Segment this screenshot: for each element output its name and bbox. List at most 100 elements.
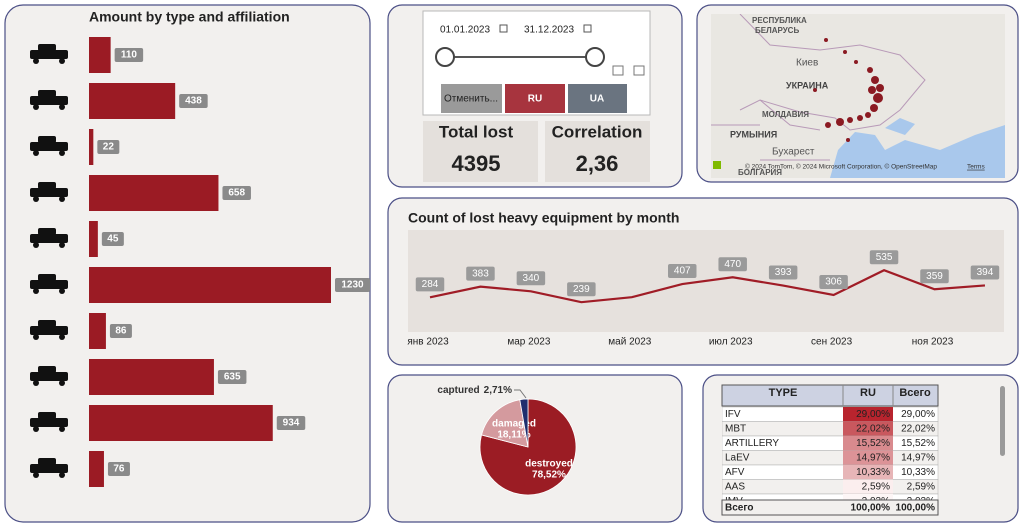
bar — [89, 175, 219, 211]
button-label[interactable]: Отменить... — [444, 94, 498, 105]
value-label-box — [415, 277, 445, 292]
x-tick-label: сен 2023 — [811, 337, 853, 348]
value-label-box — [718, 257, 747, 272]
cell: 15,52% — [901, 438, 935, 449]
icon — [33, 150, 39, 156]
slice-label: captured 2,71% — [437, 385, 512, 396]
slice-name: captured — [437, 385, 479, 396]
cell: 2,59% — [907, 482, 935, 493]
cell: 2,03% — [907, 496, 935, 507]
icon — [33, 288, 39, 294]
heat-cell — [843, 494, 893, 500]
icon — [59, 334, 65, 340]
map-attribution: © 2024 TomTom, © 2024 Microsoft Corporat… — [745, 163, 937, 171]
table-header — [721, 384, 939, 407]
value-label: 359 — [926, 271, 943, 282]
icon — [38, 90, 56, 97]
icon — [38, 182, 56, 189]
icon — [33, 426, 39, 432]
date-to[interactable]: 31.12.2023 — [524, 25, 574, 36]
filter-icon[interactable] — [612, 65, 624, 76]
icon — [33, 242, 39, 248]
x-tick-label: мар 2023 — [507, 337, 550, 348]
value-label-box — [222, 186, 251, 200]
bar — [89, 405, 273, 441]
calendar-icon[interactable] — [583, 24, 592, 33]
icon — [38, 320, 56, 327]
icon — [33, 334, 39, 340]
event-dots — [813, 38, 884, 142]
bar — [89, 221, 98, 257]
value-label: 383 — [472, 268, 489, 279]
value-label-box — [276, 416, 306, 430]
icon — [38, 136, 56, 143]
icon — [30, 234, 68, 243]
icon — [33, 104, 39, 110]
icon — [59, 150, 65, 156]
heat-cell — [843, 479, 893, 494]
dot — [871, 76, 879, 84]
bar-panel — [4, 4, 371, 523]
leader-line — [514, 389, 527, 399]
value-label-box — [97, 140, 120, 154]
cell: 2,59% — [862, 482, 890, 493]
button-label[interactable]: RU — [528, 94, 542, 105]
button[interactable] — [441, 84, 502, 113]
value-label: 306 — [825, 277, 842, 288]
footer-cell: Всего — [725, 503, 754, 514]
map-label: БЕЛАРУСЬ — [755, 26, 799, 35]
icon — [38, 274, 56, 281]
icon — [30, 50, 68, 59]
border — [739, 14, 926, 131]
cell: 22,02% — [901, 424, 935, 435]
icon — [30, 96, 68, 105]
eraser-icon[interactable] — [633, 65, 645, 76]
icon — [33, 196, 39, 202]
map-label: Киев — [796, 58, 818, 69]
button-label[interactable]: UA — [590, 94, 604, 105]
kpi-card — [423, 121, 538, 182]
icon — [38, 366, 56, 373]
value-label: 635 — [224, 372, 241, 383]
value-label: 76 — [113, 464, 125, 475]
cell: IMV — [725, 496, 743, 507]
icon — [59, 242, 65, 248]
slider-handle[interactable] — [585, 47, 605, 67]
slice-name: damaged — [492, 419, 536, 430]
bar — [89, 359, 214, 395]
value-label: 284 — [422, 279, 439, 290]
slice-value: 18,11% — [497, 430, 530, 441]
calendar-icon[interactable] — [499, 24, 508, 33]
cell: 29,00% — [901, 409, 935, 420]
date-from[interactable]: 01.01.2023 — [440, 25, 490, 36]
dot — [813, 88, 817, 92]
icon — [33, 58, 39, 64]
map-terms[interactable]: Terms — [967, 164, 985, 171]
value-label-box — [567, 282, 596, 297]
slider-handle[interactable] — [435, 47, 455, 67]
icon — [30, 280, 68, 289]
icon — [30, 464, 68, 473]
icon — [33, 380, 39, 386]
line — [429, 269, 986, 304]
bar — [89, 83, 176, 119]
map-label: УКРАИНА — [786, 80, 829, 90]
kpi-value: 2,36 — [576, 151, 619, 176]
map-label: Бухарест — [772, 147, 815, 158]
button[interactable] — [568, 84, 627, 113]
value-label-box — [109, 324, 132, 338]
footer-cell: 100,00% — [896, 503, 936, 514]
icon — [30, 418, 68, 427]
cell: 10,33% — [901, 467, 935, 478]
button[interactable] — [505, 84, 565, 113]
value-label-box — [970, 265, 1000, 280]
value-label: 393 — [775, 267, 792, 278]
row — [722, 479, 939, 495]
footer-cell: 100,00% — [851, 503, 891, 514]
header-cell: RU — [860, 387, 876, 399]
border — [711, 99, 830, 161]
slice-value: 78,52% — [532, 470, 566, 481]
scrollbar[interactable] — [1000, 386, 1005, 456]
dot — [876, 84, 884, 92]
